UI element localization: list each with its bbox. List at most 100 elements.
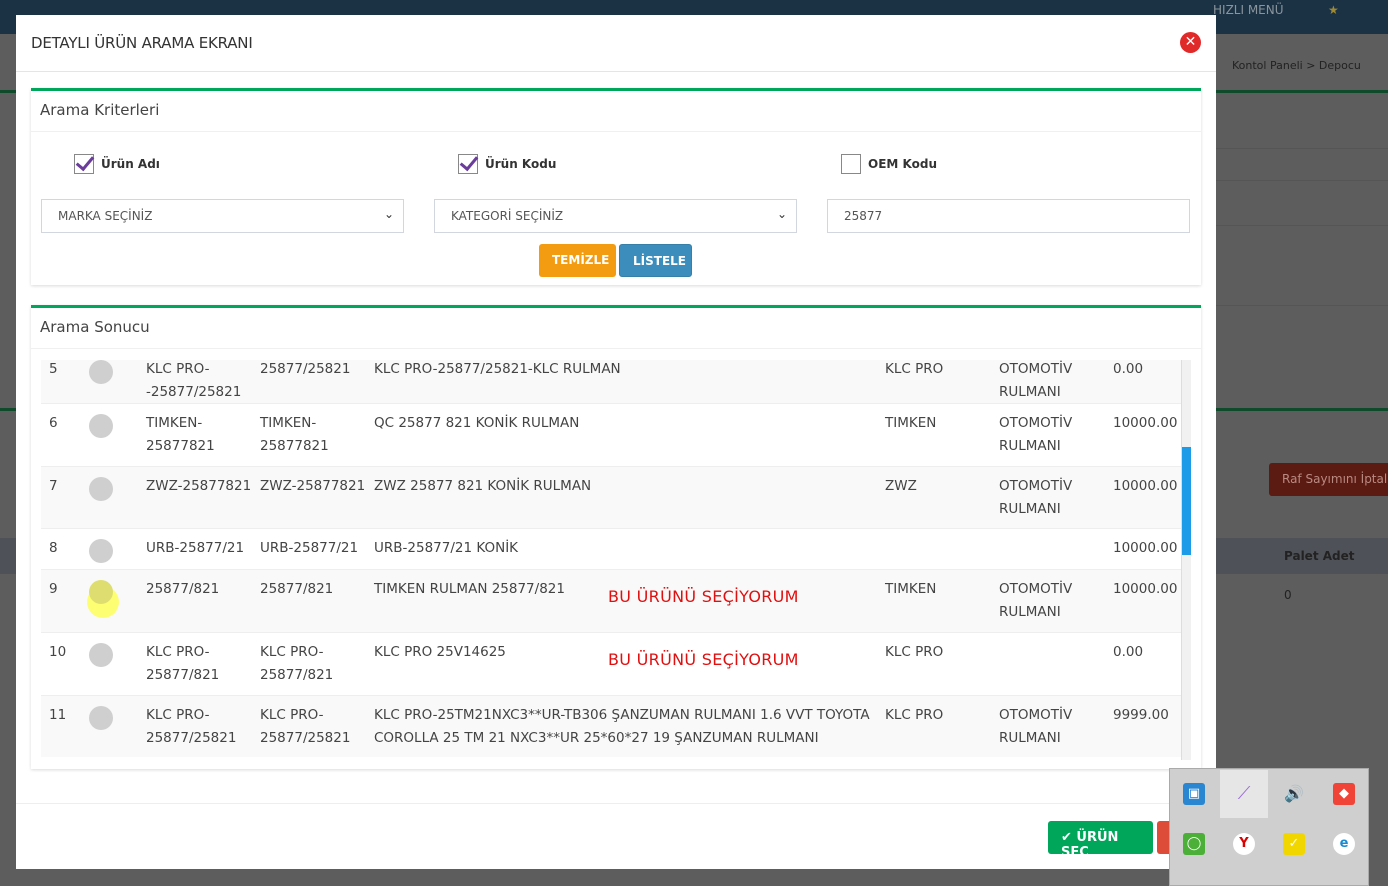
- divider: [16, 803, 1216, 804]
- cell-brand: TIMKEN: [885, 415, 937, 431]
- search-input[interactable]: 25877: [827, 199, 1190, 233]
- radio-button[interactable]: [89, 414, 113, 438]
- cell-code: URB-25877/21: [146, 540, 245, 556]
- clear-button[interactable]: TEMİZLE: [539, 244, 616, 277]
- radio-button[interactable]: [89, 539, 113, 563]
- cell-code: KLC PRO- 25877/821: [146, 644, 220, 683]
- checkbox-label: Ürün Kodu: [485, 157, 557, 171]
- checkbox-icon[interactable]: [458, 154, 478, 174]
- cell-price: 10000.00: [1113, 581, 1178, 597]
- select-product-button[interactable]: ✔ ÜRÜN SEÇ: [1048, 821, 1153, 860]
- cell-code: ZWZ-25877821: [146, 478, 252, 494]
- cell-price: 9999.00: [1113, 707, 1169, 723]
- close-icon[interactable]: ✕: [1180, 32, 1201, 53]
- scrollbar-thumb[interactable]: [1182, 447, 1191, 555]
- quick-menu-link[interactable]: HIZLI MENÜ: [1213, 3, 1284, 17]
- radio-button[interactable]: [89, 643, 113, 667]
- cell-brand: KLC PRO: [885, 707, 944, 723]
- cell-no: 7: [49, 478, 58, 494]
- divider: [1200, 148, 1388, 149]
- cell-code2: KLC PRO- 25877/25821: [260, 707, 351, 746]
- results-table[interactable]: 11 KLC PRO- 25877/25821 KLC PRO- 25877/258…: [41, 360, 1191, 760]
- cell-code: KLC PRO- -25877/25821: [146, 361, 242, 400]
- annotation-text: BU ÜRÜNÜ SEÇİYORUM: [608, 587, 799, 606]
- search-criteria-panel: Arama Kriterleri Ürün Adı Ürün Kodu OEM …: [31, 88, 1201, 285]
- yandex-icon[interactable]: Y: [1233, 833, 1255, 855]
- scrollbar[interactable]: [1181, 360, 1191, 760]
- sticky-notes-icon[interactable]: ✓: [1283, 833, 1305, 855]
- radio-button[interactable]: [89, 477, 113, 501]
- palet-header: Palet Adet: [1284, 549, 1355, 563]
- checkbox-icon[interactable]: [74, 154, 94, 174]
- cell-no: 6: [49, 415, 58, 431]
- cell-category: OTOMOTİV RULMANI: [999, 581, 1073, 620]
- chevron-down-icon: ⌄: [776, 207, 787, 221]
- select-product-label: ÜRÜN SEÇ: [1061, 830, 1119, 860]
- mouse-icon[interactable]: ◯: [1183, 833, 1205, 855]
- system-tray-popup: ▣ ⟋ 🔊 ◆ ◯ Y ✓ e: [1169, 768, 1369, 886]
- anydesk-icon[interactable]: ◆: [1333, 783, 1355, 805]
- brand-select[interactable]: MARKA SEÇİNİZ ⌄: [41, 199, 404, 233]
- category-select[interactable]: KATEGORİ SEÇİNİZ ⌄: [434, 199, 797, 233]
- cell-no: 5: [49, 361, 58, 377]
- checkbox-product-name[interactable]: Ürün Adı: [74, 154, 160, 174]
- cell-code: 25877/821: [146, 581, 220, 597]
- cell-name: KLC PRO-25877/25821-KLC RULMAN: [374, 361, 621, 377]
- modal-title: DETAYLI ÜRÜN ARAMA EKRANI: [31, 34, 253, 52]
- table-row[interactable]: 9 25877/821 25877/821 TIMKEN RULMAN 25877/8…: [41, 569, 1181, 632]
- breadcrumb-home[interactable]: Kontol Paneli: [1232, 59, 1303, 72]
- cell-no: 8: [49, 540, 58, 556]
- table-row[interactable]: 11 KLC PRO- 25877/25821 KLC PRO- 25877/258…: [41, 695, 1181, 757]
- table-row[interactable]: 5 KLC PRO- -25877/25821 25877/25821 KLC PRO…: [41, 360, 1181, 403]
- product-search-modal: DETAYLI ÜRÜN ARAMA EKRANI ✕ Arama Kriter…: [16, 15, 1216, 869]
- cell-name: URB-25877/21 KONİK: [374, 540, 519, 556]
- category-select-value: KATEGORİ SEÇİNİZ: [451, 209, 564, 223]
- checkbox-label: OEM Kodu: [868, 157, 937, 171]
- checkbox-product-code[interactable]: Ürün Kodu: [458, 154, 556, 174]
- cell-price: 0.00: [1113, 644, 1144, 660]
- volume-icon[interactable]: 🔊: [1284, 784, 1304, 803]
- cell-no: 10: [49, 644, 67, 660]
- cell-category: OTOMOTİV RULMANI: [999, 478, 1073, 517]
- palet-value: 0: [1284, 588, 1292, 602]
- cell-category: OTOMOTİV RULMANI: [999, 415, 1073, 454]
- breadcrumb: Kontol Paneli > Depocu: [1232, 59, 1361, 72]
- radio-button[interactable]: [89, 706, 113, 730]
- cell-name: ZWZ 25877 821 KONİK RULMAN: [374, 478, 592, 494]
- divider: [1200, 305, 1388, 306]
- divider: [1200, 180, 1388, 181]
- list-button[interactable]: LİSTELE: [619, 244, 692, 277]
- remote-desktop-icon[interactable]: ▣: [1183, 783, 1205, 805]
- check-icon: ✔: [1061, 830, 1077, 845]
- radio-button[interactable]: [89, 360, 113, 384]
- table-row[interactable]: 6 TIMKEN- 25877821 TIMKEN- 25877821 QC 2587…: [41, 403, 1181, 466]
- cell-code2: 25877/25821: [260, 361, 351, 377]
- search-results-panel: Arama Sonucu 11 KLC PRO- 25877/25821 KLC P…: [31, 305, 1201, 769]
- panel-title: Arama Sonucu: [31, 308, 1201, 349]
- edge-icon[interactable]: e: [1333, 833, 1355, 855]
- cell-code2: 25877/821: [260, 581, 334, 597]
- divider: [1200, 225, 1388, 226]
- radio-button[interactable]: [89, 580, 113, 604]
- table-row[interactable]: 8 URB-25877/21 URB-25877/21 URB-25877/21 KO…: [41, 528, 1181, 569]
- table-row[interactable]: 7 ZWZ-25877821 ZWZ-25877821 ZWZ 25877 821 K…: [41, 466, 1181, 528]
- cell-category: OTOMOTİV RULMANI: [999, 707, 1073, 746]
- cell-price: 0.00: [1113, 361, 1144, 377]
- cell-price: 10000.00: [1113, 415, 1178, 431]
- annotation-text: BU ÜRÜNÜ SEÇİYORUM: [608, 650, 799, 669]
- cell-no: 9: [49, 581, 58, 597]
- cell-price: 10000.00: [1113, 540, 1178, 556]
- star-icon[interactable]: ★: [1328, 3, 1339, 17]
- cell-name: TIMKEN RULMAN 25877/821: [374, 581, 565, 597]
- cell-brand: TIMKEN: [885, 581, 937, 597]
- checkbox-icon[interactable]: [841, 154, 861, 174]
- table-row[interactable]: 10 KLC PRO- 25877/821 KLC PRO- 25877/821 KL…: [41, 632, 1181, 695]
- checkbox-oem-code[interactable]: OEM Kodu: [841, 154, 937, 174]
- cancel-shelf-count-button[interactable]: Raf Sayımını İptal: [1269, 463, 1388, 496]
- cell-category: OTOMOTİV RULMANI: [999, 361, 1073, 400]
- cell-code2: KLC PRO- 25877/821: [260, 644, 334, 683]
- cell-code2: URB-25877/21: [260, 540, 359, 556]
- feather-icon[interactable]: ⟋: [1237, 783, 1251, 804]
- cell-code2: ZWZ-25877821: [260, 478, 366, 494]
- checkbox-label: Ürün Adı: [101, 157, 160, 171]
